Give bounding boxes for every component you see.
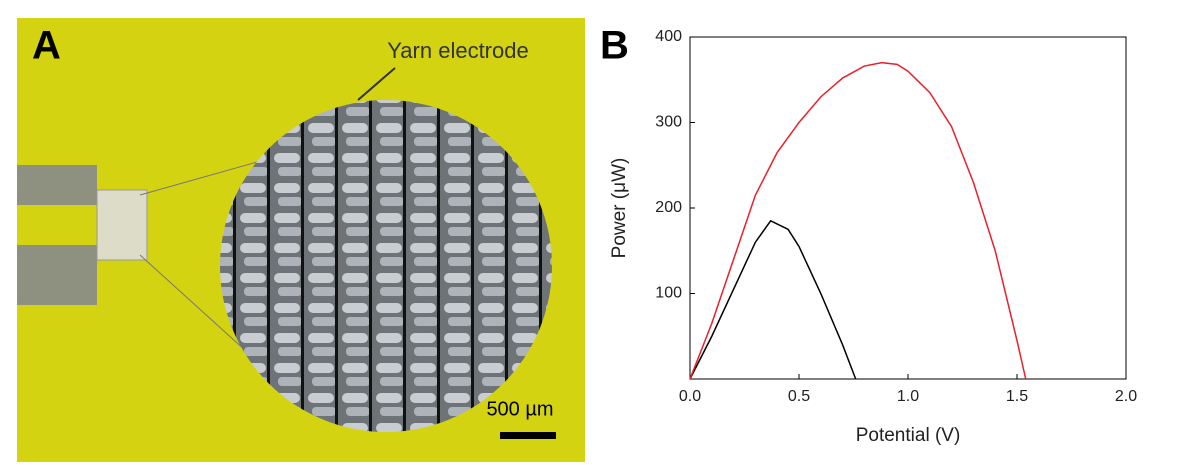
data-line bbox=[689, 219, 857, 380]
x-tick-label: 2.0 bbox=[1115, 388, 1137, 405]
y-tick-label: 300 bbox=[655, 114, 682, 131]
magnified-yarn bbox=[220, 100, 552, 432]
electrode-sample bbox=[96, 189, 148, 261]
y-tick-label: 100 bbox=[655, 285, 682, 302]
x-tick-label: 1.0 bbox=[897, 388, 919, 405]
clip-lower bbox=[17, 245, 97, 305]
scale-bar bbox=[500, 432, 556, 439]
panel-label: B bbox=[600, 24, 629, 68]
chart: 0.0 0.5 1.0 1.5 2.0 100 200 300 400 Potential (V)… bbox=[609, 28, 1137, 446]
clip-upper bbox=[17, 165, 97, 205]
plot-frame bbox=[689, 36, 1127, 380]
x-tick-label: 1.5 bbox=[1006, 388, 1028, 405]
scale-label: 500 µm bbox=[486, 398, 553, 420]
y-tick-label: 400 bbox=[655, 28, 682, 45]
x-tick-label: 0.0 bbox=[679, 388, 701, 405]
annotation: Yarn electrode bbox=[387, 38, 528, 63]
x-axis-label: Potential (V) bbox=[856, 425, 961, 446]
annotation-pointer bbox=[357, 67, 396, 101]
data-line bbox=[689, 61, 1027, 380]
x-tick-label: 0.5 bbox=[788, 388, 810, 405]
photo-panel: A Yarn electrode 500 µm bbox=[17, 18, 585, 462]
panel-label: A bbox=[32, 24, 61, 68]
y-tick-label: 200 bbox=[655, 199, 682, 216]
y-axis-label: Power (μW) bbox=[609, 158, 630, 259]
